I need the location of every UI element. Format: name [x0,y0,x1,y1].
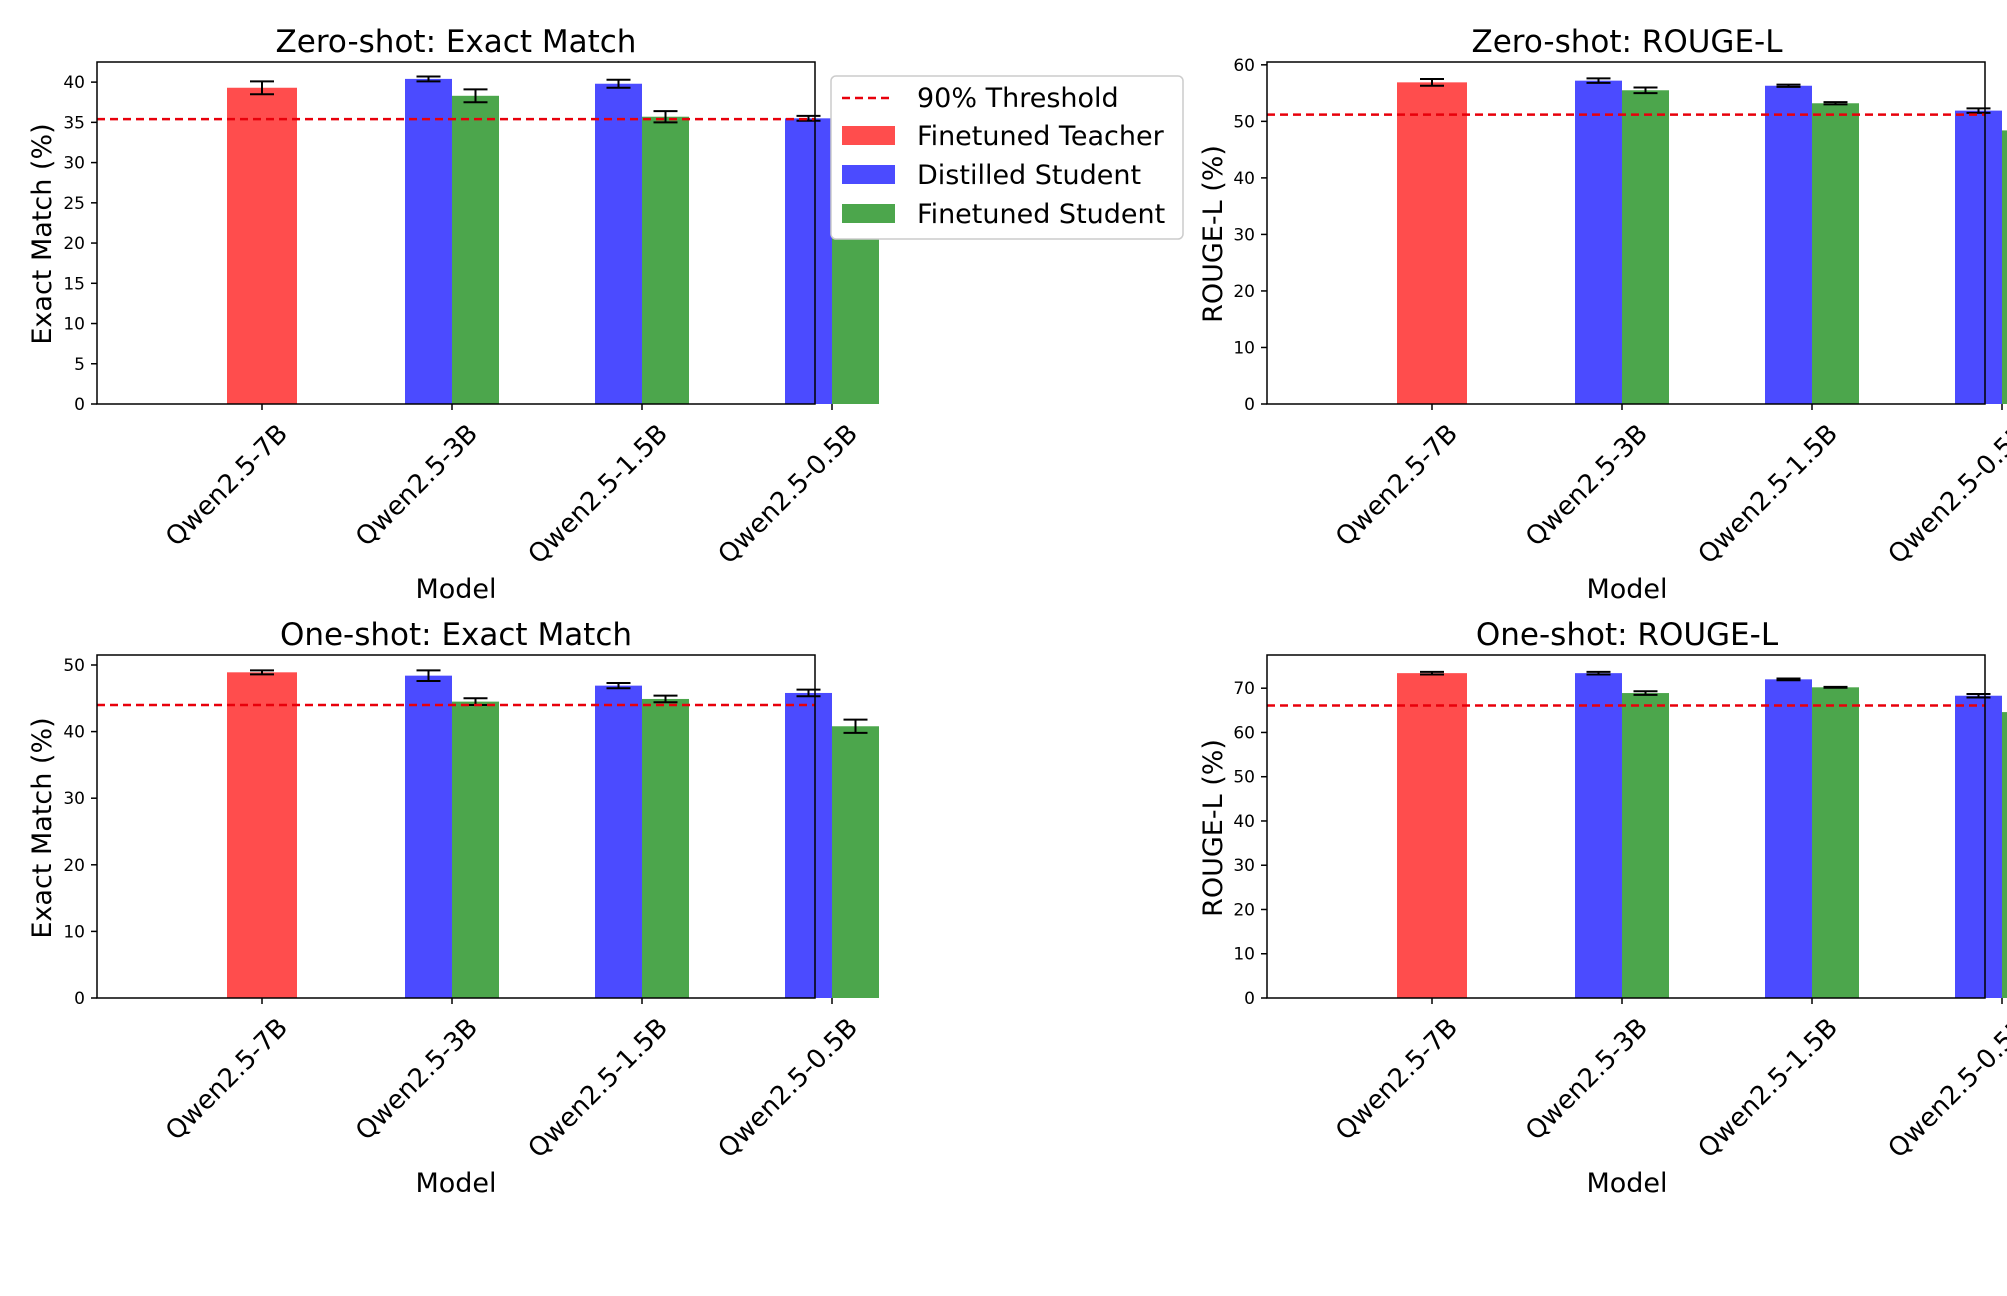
y-tick-label: 20 [1233,282,1255,302]
bar-finetuned-student [452,701,499,998]
bar-finetuned-student [642,698,689,998]
bar-finetuned-student [1812,103,1859,404]
bar-distilled-student [1955,695,2002,998]
y-axis-label: Exact Match (%) [27,717,58,938]
y-tick-label: 20 [63,234,85,254]
y-tick-label: 10 [1233,945,1255,965]
y-tick-label: 50 [1233,768,1255,788]
y-tick-label: 60 [1233,56,1255,76]
plot-frame [96,61,816,405]
y-tick-label: 70 [1233,679,1255,699]
bar-distilled-student [405,78,452,404]
y-tick-label: 40 [1233,169,1255,189]
legend-teacher-swatch [842,126,895,145]
bar-distilled-student [1575,673,1622,998]
y-tick-label: 50 [1233,112,1255,132]
bar-teacher [1397,82,1467,405]
bar-distilled-student [595,685,642,998]
y-tick-label: 35 [63,113,85,133]
legend-label-finetuned: Finetuned Student [917,199,1165,230]
bar-distilled-student [1955,110,2002,405]
y-tick-label: 0 [74,395,85,415]
y-tick-label: 40 [63,723,85,743]
y-tick-label: 10 [1233,338,1255,358]
bar-distilled-student [785,692,832,998]
bar-teacher [227,87,297,405]
y-tick-label: 0 [1244,395,1255,415]
bar-finetuned-student [2002,130,2007,404]
bar-teacher [1397,673,1467,998]
bar-finetuned-student [452,95,499,405]
y-tick-label: 30 [63,154,85,174]
y-tick-label: 25 [63,194,85,214]
legend-label-threshold: 90% Threshold [917,83,1119,114]
legend: 90% Threshold Finetuned Teacher Distille… [830,75,1184,240]
legend-box [830,75,1184,240]
y-tick-label: 5 [74,355,85,375]
x-axis-label: Model [415,574,496,605]
bar-distilled-student [1575,80,1622,405]
y-tick-label: 15 [63,274,85,294]
bar-finetuned-student [832,726,879,998]
bar-teacher [227,672,297,998]
bar-finetuned-student [1622,693,1669,998]
y-tick-label: 30 [63,789,85,809]
legend-label-teacher: Finetuned Teacher [917,121,1165,152]
x-axis-label: Model [1586,1168,1667,1199]
y-tick-label: 20 [63,856,85,876]
chart-title: Zero-shot: ROUGE-L [1471,24,1783,60]
plot-frame [1266,61,1986,405]
y-tick-label: 20 [1233,900,1255,920]
y-tick-label: 10 [63,922,85,942]
bar-finetuned-student [2002,712,2007,998]
chart-title: One-shot: Exact Match [280,617,632,653]
y-tick-label: 40 [1233,812,1255,832]
legend-label-distilled: Distilled Student [917,160,1141,191]
y-tick-label: 30 [1233,225,1255,245]
y-axis-label: Exact Match (%) [27,123,58,344]
y-tick-label: 0 [1244,989,1255,1009]
plot-frame [1266,654,1986,999]
bar-distilled-student [595,83,642,405]
y-tick-label: 40 [63,73,85,93]
x-axis-label: Model [415,1168,496,1199]
bar-distilled-student [785,118,832,405]
y-axis-label: ROUGE-L (%) [1198,145,1229,323]
chart-title: Zero-shot: Exact Match [276,24,637,60]
y-tick-label: 0 [74,989,85,1009]
bar-finetuned-student [1622,90,1669,404]
y-axis-label: ROUGE-L (%) [1198,739,1229,917]
x-axis-label: Model [1586,574,1667,605]
bar-distilled-student [1765,679,1812,998]
bar-distilled-student [1765,85,1812,404]
bar-finetuned-student [642,116,689,404]
y-tick-label: 50 [63,656,85,676]
y-tick-label: 10 [63,315,85,335]
y-tick-label: 60 [1233,723,1255,743]
bar-distilled-student [405,675,452,998]
legend-finetuned-swatch [842,204,895,223]
legend-distilled-swatch [842,165,895,184]
chart-title: One-shot: ROUGE-L [1476,617,1779,653]
y-tick-label: 30 [1233,856,1255,876]
plot-frame [96,654,816,999]
bar-finetuned-student [1812,687,1859,998]
